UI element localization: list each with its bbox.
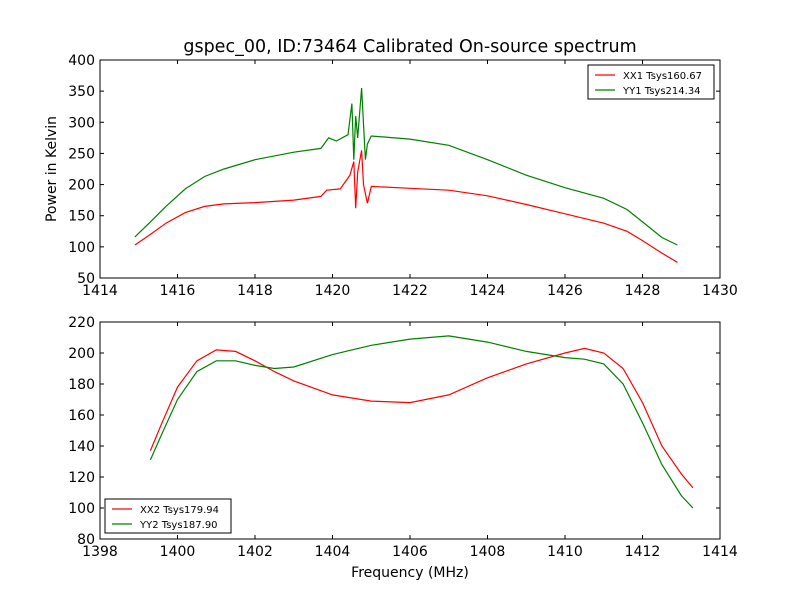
legend: XX2 Tsys179.94 YY2 Tsys187.90 (104, 498, 232, 534)
x-axis-label: Frequency (MHz) (351, 565, 469, 581)
x-tick-label: 1410 (547, 544, 583, 560)
plots: 1414 1416 1418 1420 1422 1424 1426 1428 1430 50 10… (44, 53, 738, 581)
y-tick-label: 100 (68, 501, 95, 517)
y-tick-label: 120 (68, 470, 95, 486)
figure-title: gspec_00, ID:73464 Calibrated On-source … (183, 37, 636, 57)
x-tick-label: 1406 (392, 544, 428, 560)
x-tick-label: 1422 (392, 283, 428, 299)
x-tick-label: 1418 (237, 283, 273, 299)
x-tick-label: 1414 (82, 283, 118, 299)
x-tick-label: 1402 (237, 544, 273, 560)
y-tick-label: 300 (68, 115, 95, 131)
legend-label: YY1 Tsys214.34 (622, 86, 701, 97)
x-tick-label: 1416 (160, 283, 196, 299)
plot-1: 1414 1416 1418 1420 1422 1424 1426 1428 1430 50 10… (44, 53, 738, 299)
x-tick-label: 1428 (625, 283, 661, 299)
y-tick-label: 250 (68, 146, 95, 162)
x-tick-label: 1414 (702, 544, 738, 560)
series-line-1-1 (134, 150, 678, 263)
y-tick-label: 140 (68, 439, 95, 455)
legend-box (104, 498, 232, 534)
y-tick-label: 160 (68, 408, 95, 424)
legend-label: XX2 Tsys179.94 (140, 505, 219, 516)
y-tick-label: 200 (68, 346, 95, 362)
y-tick-label: 50 (77, 271, 95, 287)
series-line-2-2 (149, 335, 694, 509)
y-tick-label: 150 (68, 209, 95, 225)
y-tick-label: 100 (68, 240, 95, 256)
x-tick-label: 1400 (160, 544, 196, 560)
y-tick-label: 200 (68, 178, 95, 194)
y-tick-label: 350 (68, 84, 95, 100)
legend-label: XX1 Tsys160.67 (623, 71, 702, 82)
x-tick-label: 1424 (470, 283, 506, 299)
y-axis-label: Power in Kelvin (44, 116, 60, 222)
x-tick-label: 1408 (470, 544, 506, 560)
x-tick-label: 1430 (702, 283, 738, 299)
y-tick-label: 80 (77, 532, 95, 548)
legend: XX1 Tsys160.67 YY1 Tsys214.34 (587, 64, 715, 100)
x-tick-label: 1404 (315, 544, 351, 560)
x-tick-label: 1426 (547, 283, 583, 299)
x-tick-label: 1420 (315, 283, 351, 299)
y-tick-label: 220 (68, 315, 95, 331)
series-line-2-1 (149, 347, 694, 489)
legend-box (587, 64, 715, 100)
x-tick-label: 1412 (625, 544, 661, 560)
x-tick-label: 1398 (82, 544, 118, 560)
y-tick-label: 180 (68, 377, 95, 393)
series-line-1-2 (134, 87, 678, 246)
plot-2: 1398 1400 1402 1404 1406 1408 1410 1412 1414 80 10… (68, 315, 738, 581)
y-tick-label: 400 (68, 53, 95, 69)
legend-label: YY2 Tsys187.90 (139, 520, 218, 531)
